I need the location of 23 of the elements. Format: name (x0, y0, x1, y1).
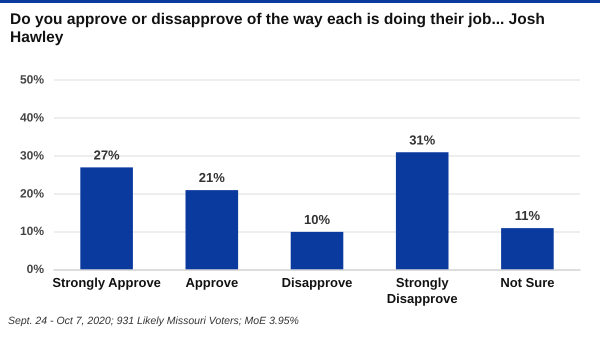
y-tick-label: 0% (26, 262, 44, 276)
y-tick-label: 20% (20, 186, 44, 200)
y-tick-label: 30% (20, 148, 44, 162)
data-label: 11% (514, 208, 540, 224)
chart-title: Do you approve or dissapprove of the way each is doing their job... Josh Hawley (9, 10, 546, 47)
x-tick-label: Not Sure (500, 275, 554, 290)
y-tick-label: 40% (20, 110, 44, 124)
bar (501, 228, 554, 270)
y-tick-label: 50% (20, 72, 44, 87)
data-label: 10% (304, 212, 330, 227)
bar (290, 232, 344, 270)
data-label: 31% (409, 132, 436, 148)
bar (396, 152, 449, 270)
x-tick-label: Approve (185, 275, 238, 290)
bar (186, 190, 238, 270)
text: Sept. 24 - Oct 7, 2020; 931 Likely Missouri Voters; MoE 3.95% (8, 315, 299, 327)
x-tick-label: Disapprove (282, 275, 352, 290)
x-tick-label: Strongly Approve (52, 275, 161, 290)
data-label: 21% (198, 170, 226, 186)
y-tick-label: 10% (20, 224, 44, 238)
data-label: 27% (94, 147, 120, 162)
bar (80, 167, 133, 270)
x-tick-label: Strongly Disapprove (386, 275, 458, 306)
